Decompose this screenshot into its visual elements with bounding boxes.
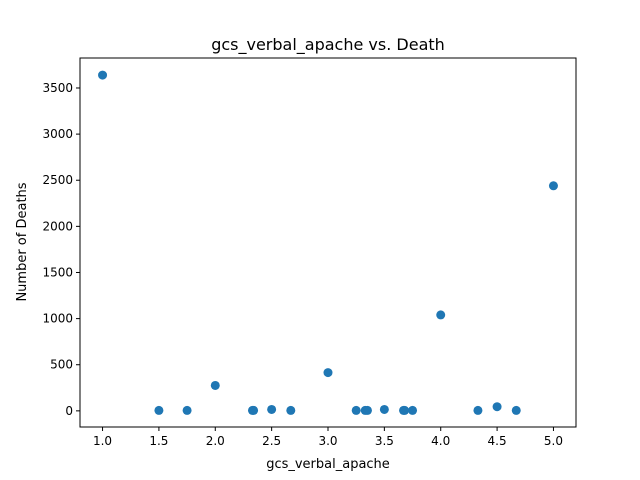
y-tick-label: 0 [65,404,73,418]
y-tick-label: 1000 [42,312,73,326]
data-point [323,368,333,378]
y-tick-label: 1500 [42,265,73,279]
data-point [362,405,372,415]
data-point [436,310,446,320]
data-point [154,405,164,415]
data-point [182,405,192,415]
data-point [351,405,361,415]
data-point [249,405,259,415]
y-tick-label: 3500 [42,81,73,95]
data-point [408,405,418,415]
y-tick-label: 3000 [42,127,73,141]
axis-ticks: 1.0 1.5 2.0 2.5 3.0 3.5 4.0 4.5 5.0 0 500 1000 1500 2… [42,81,563,448]
y-tick-label: 2500 [42,173,73,187]
x-tick-label: 1.5 [149,434,168,448]
data-point [98,70,108,80]
x-tick-label: 5.0 [544,434,563,448]
chart-title: gcs_verbal_apache vs. Death [211,35,445,55]
y-tick-label: 2000 [42,219,73,233]
x-tick-label: 2.5 [262,434,281,448]
data-point [492,402,502,412]
x-tick-label: 3.0 [318,434,337,448]
data-points [98,70,558,415]
x-tick-label: 3.5 [375,434,394,448]
x-tick-label: 2.0 [206,434,225,448]
y-axis-label: Number of Deaths [15,182,30,301]
data-point [400,405,410,415]
x-tick-label: 1.0 [93,434,112,448]
data-point [473,405,483,415]
data-point [286,405,296,415]
data-point [548,181,558,191]
x-axis-label: gcs_verbal_apache [266,457,390,472]
y-tick-label: 500 [50,358,73,372]
data-point [210,380,220,390]
plot-area-frame [79,57,577,428]
x-tick-label: 4.5 [488,434,507,448]
data-point [511,405,521,415]
data-point [267,404,277,414]
data-point [379,404,389,414]
x-tick-label: 4.0 [431,434,450,448]
